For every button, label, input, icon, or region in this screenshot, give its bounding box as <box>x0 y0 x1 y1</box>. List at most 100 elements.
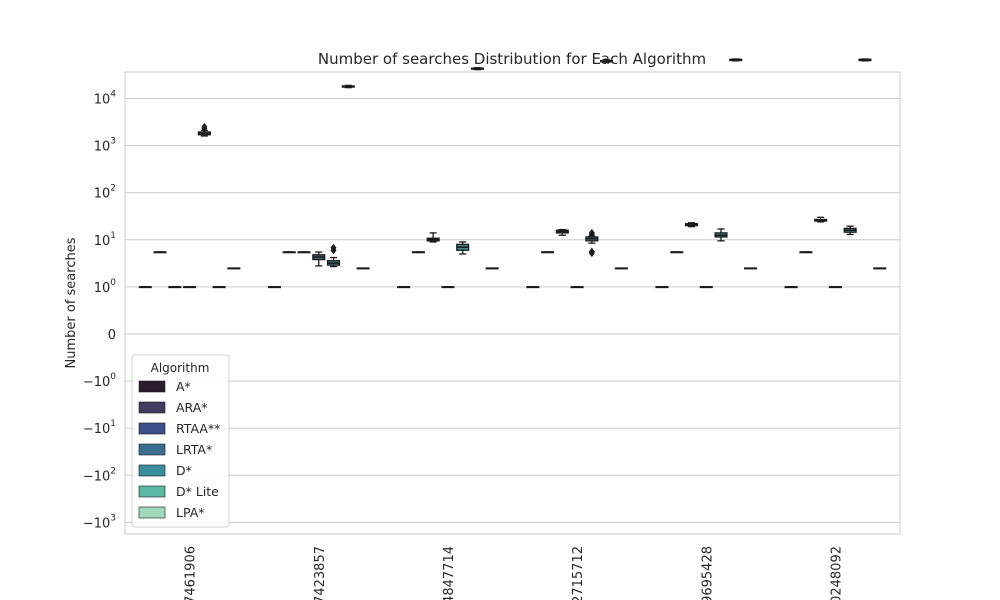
y-tick-label: −100 <box>83 372 116 390</box>
legend-label: RTAA** <box>176 421 220 436</box>
box-LRTA* <box>570 286 584 289</box>
y-tick-label: 101 <box>94 231 116 249</box>
box-A* <box>397 286 411 289</box>
x-tick-label: 7423857 <box>313 546 328 600</box>
legend-swatch <box>138 380 166 393</box>
legend-item[interactable]: LPA* <box>138 505 205 520</box>
legend-item[interactable]: LRTA* <box>138 442 212 457</box>
y-tick-exponent: 4 <box>110 90 116 100</box>
x-tick-label: 2715712 <box>571 546 586 600</box>
box-RTAA** <box>297 251 311 254</box>
grid-lines <box>125 98 900 523</box>
y-tick-label: 104 <box>94 90 117 108</box>
legend-label: D* <box>176 463 192 478</box>
box-D* <box>326 243 341 268</box>
y-tick-base: −10 <box>83 469 110 484</box>
box-LPA* <box>227 267 241 270</box>
legend-label: LPA* <box>176 505 205 520</box>
legend-item[interactable]: ARA* <box>138 400 208 415</box>
y-tick-label: 102 <box>94 184 116 202</box>
y-tick-base: 0 <box>108 328 116 343</box>
legend-swatch <box>138 443 166 456</box>
legend-item[interactable]: RTAA** <box>138 421 220 436</box>
box-A* <box>267 286 282 289</box>
box-D* <box>456 241 470 255</box>
outlier-point <box>588 247 595 256</box>
legend-swatch <box>138 401 166 414</box>
legend-label: A* <box>176 379 191 394</box>
legend-swatch <box>138 485 166 498</box>
y-tick-exponent: 2 <box>110 184 116 194</box>
chart-title: Number of searches Distribution for Each… <box>318 50 706 68</box>
x-tick-label: 9695428 <box>700 546 715 600</box>
box-D* Lite <box>600 59 614 63</box>
legend-swatch <box>138 464 166 477</box>
box-LPA* <box>873 267 887 270</box>
y-tick-label: −101 <box>83 419 116 437</box>
y-tick-base: 10 <box>94 281 111 296</box>
box-D* Lite <box>858 58 872 62</box>
box-LRTA* <box>699 286 713 289</box>
y-tick-label: −102 <box>83 466 116 484</box>
y-tick-exponent: 1 <box>110 231 116 241</box>
y-tick-base: 10 <box>94 140 111 155</box>
box-LRTA* <box>183 286 197 289</box>
y-tick-base: 10 <box>94 187 111 202</box>
y-tick-label: 103 <box>94 137 116 155</box>
box-A* <box>138 286 152 289</box>
y-tick-exponent: 3 <box>110 137 116 147</box>
x-tick-labels: 7461906 7423857 4847714 2715712 9695428 02480… <box>184 546 845 600</box>
y-tick-label: 100 <box>94 278 117 296</box>
y-tick-base: −10 <box>83 375 110 390</box>
box-LPA* <box>356 267 370 270</box>
box-LRTA* <box>828 286 842 289</box>
x-tick-label: 0248092 <box>829 546 844 600</box>
x-tick-label: 7461906 <box>184 546 199 600</box>
y-tick-label: −103 <box>83 513 116 531</box>
box-LPA* <box>614 267 628 270</box>
plot-frame <box>124 71 901 535</box>
y-axis-label: Number of searches <box>64 237 79 368</box>
box-D* <box>843 225 857 236</box>
box-LRTA* <box>441 286 455 289</box>
box-RTAA** <box>814 216 828 223</box>
box-ARA* <box>541 251 555 254</box>
x-tick-label: 4847714 <box>442 546 457 600</box>
y-tick-exponent: 3 <box>110 513 116 523</box>
y-tick-exponent: 1 <box>110 419 116 429</box>
legend-item[interactable]: A* <box>138 379 191 394</box>
legend-swatch <box>138 422 166 435</box>
box-D* <box>714 228 728 242</box>
box-A* <box>784 286 798 289</box>
box-ARA* <box>411 251 425 254</box>
legend-items: A* ARA* RTAA** LRTA* D* D* Lite LPA* <box>138 379 220 520</box>
legend-item[interactable]: D* <box>138 463 192 478</box>
box-RTAA** <box>555 228 569 236</box>
box-A* <box>526 286 540 289</box>
legend-item[interactable]: D* Lite <box>138 484 219 499</box>
y-tick-label: 0 <box>108 328 116 343</box>
box-ARA* <box>153 251 167 254</box>
legend-title: Algorithm <box>151 361 210 375</box>
box-D* <box>585 228 599 258</box>
legend-label: LRTA* <box>176 442 212 457</box>
legend-label: D* Lite <box>176 484 219 499</box>
legend[interactable]: Algorithm A* ARA* RTAA** LRTA* D* D* Lite LPA* <box>131 354 230 528</box>
y-tick-exponent: 0 <box>110 372 116 382</box>
y-tick-exponent: 0 <box>110 278 116 288</box>
outlier-point <box>330 243 337 252</box>
y-tick-exponent: 2 <box>110 466 116 476</box>
y-tick-base: −10 <box>83 422 110 437</box>
outlier-point <box>588 228 595 237</box>
box-A* <box>655 286 669 289</box>
box-RTAA** <box>426 232 440 243</box>
box-RTAA** <box>168 286 182 289</box>
box-ARA* <box>799 251 813 254</box>
y-tick-base: −10 <box>83 516 110 531</box>
box-ARA* <box>282 251 296 254</box>
box-LPA* <box>485 267 499 270</box>
y-tick-base: 10 <box>94 93 111 108</box>
legend-label: ARA* <box>176 400 208 415</box>
